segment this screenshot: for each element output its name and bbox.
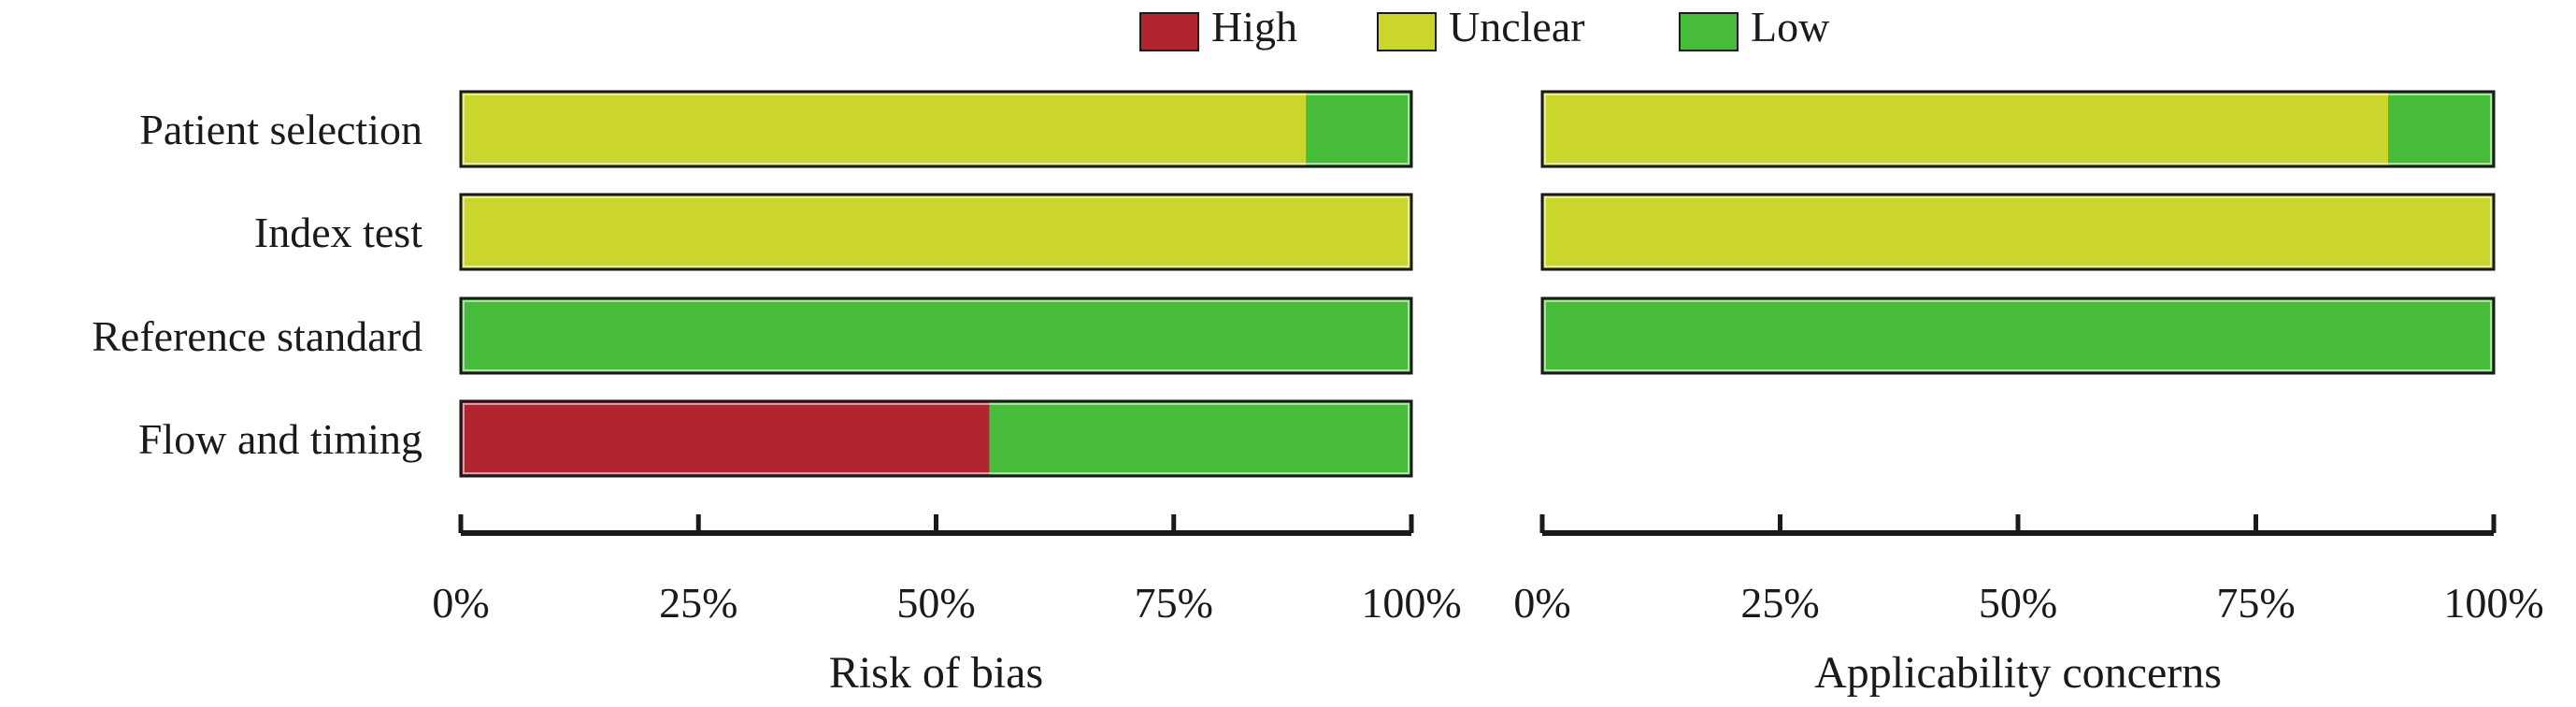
applicability-concerns-tick-label-0: 0%	[1513, 579, 1570, 627]
risk-of-bias-axis-title: Risk of bias	[829, 648, 1043, 698]
legend-label-high: High	[1211, 3, 1297, 50]
risk-of-bias-panel: Patient selection Index test Reference sta…	[92, 90, 1462, 698]
bar-segment-patient-selection-unclear	[461, 92, 1307, 166]
legend-swatch-high	[1139, 12, 1199, 51]
legend: High Unclear Low	[1139, 3, 1830, 51]
category-label-index-test: Index test	[254, 209, 422, 256]
bar-inner-edge-flow-and-timing	[463, 403, 1410, 474]
legend-label-unclear: Unclear	[1449, 3, 1585, 50]
applicability-concerns-tick-label-4: 100%	[2443, 579, 2543, 627]
bar-segment-index-test-unclear	[461, 195, 1411, 269]
risk-of-bias-tick-label-4: 100%	[1361, 579, 1461, 627]
applicability-concerns-panel: 0% 25% 50% 75% 100% Applicability concerns	[1513, 90, 2544, 698]
bar-outline-reference-standard	[459, 296, 1413, 375]
risk-of-bias-tick-label-0: 0%	[432, 579, 489, 627]
bar-outline-index-test	[1540, 193, 2496, 271]
bar-segment-reference-standard-low	[461, 298, 1411, 373]
category-label-patient-selection: Patient selection	[139, 106, 422, 153]
bar-outline-reference-standard	[1540, 296, 2496, 375]
risk-of-bias-tick-label-1: 25%	[659, 579, 737, 627]
bar-inner-edge-index-test	[463, 196, 1410, 267]
bar-segment-patient-selection-low	[2388, 92, 2494, 166]
category-label-reference-standard: Reference standard	[92, 312, 422, 360]
applicability-concerns-tick-label-3: 75%	[2216, 579, 2295, 627]
bar-inner-edge-patient-selection	[463, 94, 1410, 165]
risk-of-bias-tick-label-3: 75%	[1135, 579, 1213, 627]
legend-swatch-unclear	[1377, 12, 1437, 51]
applicability-concerns-tick-label-2: 50%	[1979, 579, 2057, 627]
category-label-flow-and-timing: Flow and timing	[138, 415, 422, 463]
bar-outline-patient-selection	[459, 90, 1413, 168]
bar-segment-patient-selection-low	[1306, 92, 1411, 166]
bar-outline-flow-and-timing	[459, 399, 1413, 478]
bar-segment-reference-standard-low	[1542, 298, 2494, 373]
bar-segment-flow-and-timing-high	[461, 401, 990, 476]
bar-outline-patient-selection	[1540, 90, 2496, 168]
legend-swatch-low	[1679, 12, 1739, 51]
bar-inner-edge-reference-standard	[1544, 300, 2492, 371]
bar-segment-flow-and-timing-low	[989, 401, 1411, 476]
bar-inner-edge-reference-standard	[463, 300, 1410, 371]
bar-outline-index-test	[459, 193, 1413, 271]
risk-of-bias-tick-label-2: 50%	[896, 579, 975, 627]
bar-segment-index-test-unclear	[1542, 195, 2494, 269]
bar-inner-edge-patient-selection	[1544, 94, 2492, 165]
applicability-concerns-axis-title: Applicability concerns	[1814, 648, 2222, 698]
legend-label-low: Low	[1751, 3, 1830, 50]
bar-inner-edge-index-test	[1544, 196, 2492, 267]
applicability-concerns-tick-label-1: 25%	[1740, 579, 1819, 627]
bar-segment-patient-selection-unclear	[1542, 92, 2389, 166]
